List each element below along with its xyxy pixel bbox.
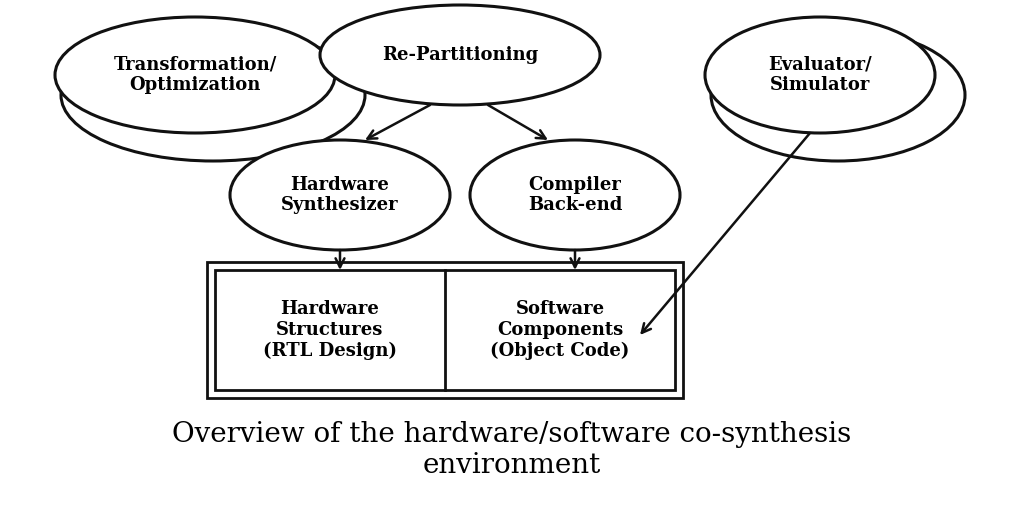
- Text: Overview of the hardware/software co-synthesis
environment: Overview of the hardware/software co-syn…: [172, 421, 851, 479]
- Ellipse shape: [711, 29, 965, 161]
- Ellipse shape: [320, 5, 601, 105]
- Text: Software
Components
(Object Code): Software Components (Object Code): [490, 300, 630, 360]
- Ellipse shape: [61, 29, 365, 161]
- Text: Hardware
Synthesizer: Hardware Synthesizer: [281, 176, 399, 214]
- Text: Re-Partitioning: Re-Partitioning: [382, 46, 538, 64]
- Ellipse shape: [470, 140, 680, 250]
- Bar: [215, 270, 675, 390]
- Text: Transformation/
Optimization: Transformation/ Optimization: [114, 55, 276, 94]
- Text: Compiler
Back-end: Compiler Back-end: [528, 176, 622, 214]
- Ellipse shape: [55, 17, 335, 133]
- Text: Evaluator/
Simulator: Evaluator/ Simulator: [768, 55, 872, 94]
- Ellipse shape: [705, 17, 935, 133]
- Text: Hardware
Structures
(RTL Design): Hardware Structures (RTL Design): [263, 300, 397, 360]
- Ellipse shape: [230, 140, 450, 250]
- Bar: [207, 262, 683, 398]
